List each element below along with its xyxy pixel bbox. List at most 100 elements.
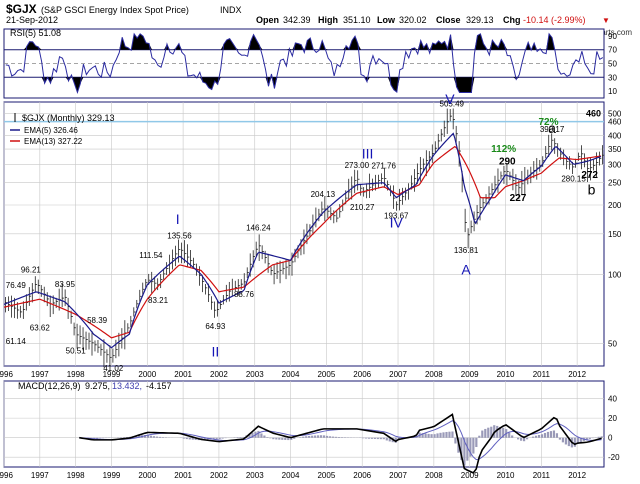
rsi-frame: [3, 28, 605, 99]
macd-histogram-bar: [466, 437, 469, 461]
x-axis-label: 2011: [533, 471, 551, 480]
macd-histogram-bar: [531, 436, 535, 438]
price-bar: [234, 280, 238, 292]
macd-histogram-bar: [543, 432, 547, 438]
price-bar: [425, 150, 429, 177]
macd-histogram-bar: [379, 437, 382, 440]
price-bar: [76, 323, 79, 349]
price-bar: [378, 174, 381, 188]
macd-histogram-bar: [370, 437, 373, 439]
macd-histogram-bar: [487, 427, 490, 438]
price-bar: [396, 201, 399, 211]
macd-histogram-bar: [93, 437, 96, 439]
macd-histogram-bar: [331, 436, 335, 438]
price-bar: [494, 175, 497, 193]
price-bar: [213, 301, 217, 318]
price-bar: [467, 228, 470, 249]
price-bar: [22, 301, 26, 319]
macd-histogram-bar: [102, 437, 105, 439]
price-value-label: 83.21: [148, 296, 169, 305]
price-tick-label: 50: [608, 340, 617, 349]
price-tick-label: 350: [608, 145, 622, 154]
macd-histogram-bar: [451, 431, 454, 438]
macd-histogram-bar: [564, 437, 567, 445]
macd-histogram-bar: [143, 435, 147, 438]
price-value-label: 61.14: [6, 337, 27, 346]
chart-symbol: $GJX: [6, 2, 37, 16]
price-bar: [109, 345, 112, 367]
macd-histogram-bar: [424, 433, 427, 438]
price-bar: [166, 262, 169, 275]
macd-histogram-bar: [555, 433, 559, 438]
wave-label: 227: [510, 193, 527, 204]
macd-histogram-bar: [460, 437, 463, 460]
price-bar: [318, 208, 321, 222]
x-axis-label: 2006: [353, 370, 371, 379]
x-axis-label: 2001: [174, 471, 192, 480]
x-axis-label: 1997: [31, 471, 49, 480]
macd-histogram-bar: [481, 430, 484, 438]
wave-label: 112%: [491, 144, 516, 155]
price-bar: [205, 284, 208, 295]
macd-histogram-bar: [155, 436, 159, 438]
price-bar: [91, 331, 94, 356]
price-bar: [136, 299, 139, 309]
macd-line: [79, 413, 602, 474]
macd-histogram-bar: [308, 435, 311, 438]
x-axis-label: 1998: [67, 471, 85, 480]
rsi-tick-label: 70: [608, 46, 617, 55]
price-bar: [416, 163, 420, 185]
price-bar: [103, 339, 106, 368]
x-axis-label: 2005: [317, 471, 335, 480]
macd-histogram-bar: [439, 432, 442, 438]
macd-histogram-bar: [537, 435, 541, 438]
macd-histogram-bar: [540, 434, 544, 438]
macd-histogram-bar: [188, 437, 191, 440]
price-value-label: 58.39: [87, 316, 108, 325]
x-axis-label: 2007: [389, 471, 407, 480]
macd-histogram-bar: [275, 437, 278, 440]
price-value-label: 146.24: [246, 223, 271, 232]
price-value-label: 136.81: [454, 246, 479, 255]
price-bar: [11, 295, 14, 318]
price-bar: [428, 151, 432, 170]
rsi-tick-label: 50: [608, 60, 617, 69]
macd-histogram-bar: [340, 437, 344, 438]
price-bar: [264, 250, 267, 264]
rsi-tick-label: 90: [608, 32, 617, 41]
x-axis-label: 1998: [67, 370, 85, 379]
x-axis-label: 2003: [246, 370, 264, 379]
macd-histogram-bar: [579, 437, 582, 443]
price-bar: [88, 332, 91, 350]
price-tick-label: 150: [608, 230, 622, 239]
x-axis-label: 2009: [461, 370, 479, 379]
price-bar: [348, 178, 351, 201]
price-bar: [482, 197, 485, 209]
price-tick-label: 400: [608, 132, 622, 141]
price-bar: [413, 169, 417, 192]
macd-histogram-bar: [433, 434, 436, 438]
macd-histogram-bar: [385, 437, 388, 441]
macd-histogram-bar: [290, 437, 293, 440]
price-bar: [73, 322, 76, 336]
price-bar: [357, 170, 360, 191]
price-value-label: 193.67: [384, 212, 409, 221]
macd-histogram-bar: [448, 431, 451, 438]
x-axis-label: 1996: [0, 471, 13, 480]
price-bar: [255, 241, 258, 257]
rsi-panel: 90 70 50 30 10: [3, 28, 617, 99]
macd-histogram-bar: [511, 435, 514, 438]
price-bar: [64, 289, 67, 307]
macd-histogram-bar: [382, 437, 385, 440]
macd-legend-hist: -4.157: [146, 381, 172, 391]
price-tick-label: 460: [608, 118, 622, 127]
x-axis-label: 2000: [138, 370, 156, 379]
price-bar: [434, 141, 438, 153]
macd-histogram-bar: [182, 437, 185, 439]
price-value-label: 210.27: [350, 203, 375, 212]
high-value: 351.10: [343, 15, 371, 25]
price-value-label: 273.00: [345, 161, 370, 170]
macd-histogram-bar: [251, 432, 254, 438]
price-bar: [175, 245, 178, 267]
price-bar: [405, 187, 408, 201]
